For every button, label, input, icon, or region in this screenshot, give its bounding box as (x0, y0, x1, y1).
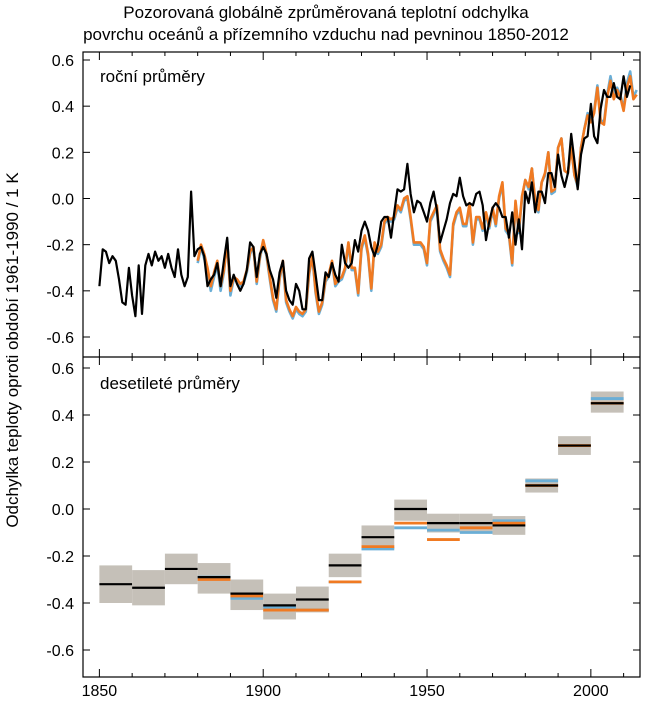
panel-label-annual: roční průměry (100, 67, 205, 86)
y-tick-label: -0.6 (46, 643, 74, 660)
uncertainty-box (394, 499, 428, 521)
y-tick-label: 0.0 (52, 192, 74, 209)
panel-label-decadal: desetileté průměry (100, 374, 240, 393)
y-tick-label: 0.2 (52, 145, 74, 162)
series-line-black (98, 75, 632, 318)
y-tick-label: -0.6 (46, 330, 74, 347)
y-tick-label: 0.4 (52, 99, 74, 116)
series-line-orange (196, 74, 638, 318)
x-tick-label: 1850 (82, 683, 118, 700)
y-tick-label: 0.4 (52, 408, 74, 425)
y-tick-label: -0.2 (46, 238, 74, 255)
x-axis: 1850 1900 1950 2000 (82, 52, 625, 700)
y-tick-label: -0.4 (46, 284, 74, 301)
y-tick-label: -0.4 (46, 596, 74, 613)
series-line-blue (196, 70, 638, 320)
y-tick-label: 0.6 (52, 361, 74, 378)
decadal-panel: -0.6 -0.4 -0.2 0.0 0.2 0.4 0.6 (46, 361, 640, 660)
chart-title-line-2: povrchu oceánů a přízemního vzduchu nad … (83, 25, 569, 44)
y-tick-label: 0.0 (52, 502, 74, 519)
y-tick-label: -0.2 (46, 549, 74, 566)
annual-panel: -0.6 -0.4 -0.2 0.0 0.2 0.4 0.6 (46, 53, 640, 347)
x-tick-label: 1900 (245, 683, 281, 700)
y-tick-label: 0.2 (52, 455, 74, 472)
y-tick-label: 0.6 (52, 53, 74, 70)
x-tick-label: 1950 (409, 683, 445, 700)
x-tick-label: 2000 (573, 683, 609, 700)
chart-title-line-1: Pozorovaná globálně zprůměrovaná teplotn… (123, 3, 529, 22)
